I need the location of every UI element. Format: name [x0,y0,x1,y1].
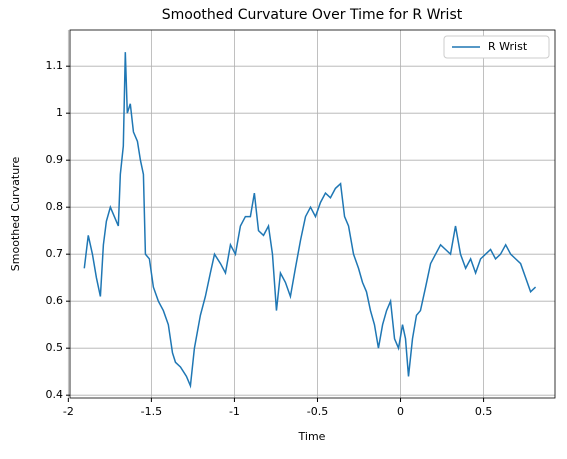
x-axis-label: Time [298,430,326,443]
y-axis-label: Smoothed Curvature [9,157,22,272]
y-tick-label: 0.9 [46,153,64,166]
legend-label: R Wrist [488,40,528,53]
y-tick-label: 1 [56,106,63,119]
x-tick-label: -0.5 [307,405,328,418]
y-tick-label: 0.4 [46,388,64,401]
x-tick-label: -1 [229,405,240,418]
y-tick-label: 0.8 [46,200,64,213]
y-tick-label: 0.5 [46,341,64,354]
y-tick-label: 0.7 [46,247,64,260]
x-tick-label: 0.5 [475,405,493,418]
y-tick-label: 0.6 [46,294,64,307]
y-tick-label: 1.1 [46,59,64,72]
x-tick-label: -1.5 [141,405,162,418]
legend-box [443,35,550,59]
plot-frame [69,29,556,399]
line-series [83,52,537,389]
chart-title: Smoothed Curvature Over Time for R Wrist [162,7,463,23]
x-tick-label: 0 [397,405,404,418]
x-tick-label: -2 [63,405,74,418]
